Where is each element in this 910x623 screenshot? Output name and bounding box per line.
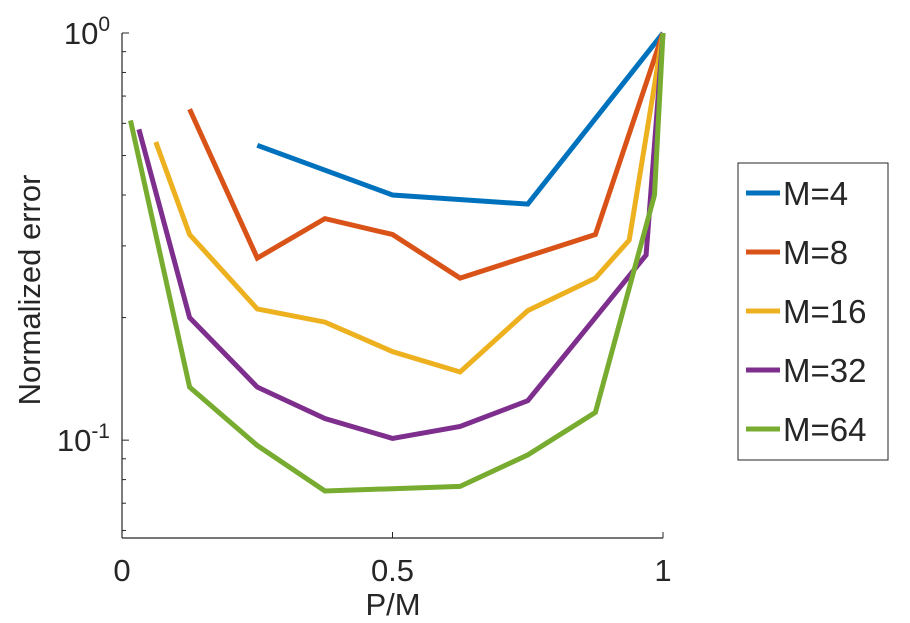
series-layer (128, 31, 666, 494)
legend-label: M=16 (783, 293, 866, 330)
legend-label: M=32 (783, 352, 866, 389)
x-tick-label: 1 (654, 553, 671, 588)
tick-labels: 0 0.5 1 10-1 100 (57, 13, 672, 588)
legend: M=4 M=8 M=16 M=32 M=64 (737, 162, 889, 461)
legend-label: M=8 (783, 234, 848, 271)
y-axis-title: Normalized error (12, 175, 47, 406)
legend-label: M=64 (783, 411, 866, 448)
series-line-m-32 (136, 32, 666, 441)
series-line-m-8 (187, 32, 666, 281)
y-tick-label: 100 (64, 13, 110, 51)
x-axis-title: P/M (365, 587, 420, 622)
x-tick-label: 0 (113, 553, 130, 588)
series-line-m-16 (153, 32, 666, 375)
y-tick-label: 10-1 (57, 420, 110, 458)
axes (121, 32, 664, 539)
legend-label: M=4 (783, 175, 848, 212)
x-tick-label: 0.5 (371, 553, 414, 588)
series-line-m-64 (128, 32, 666, 494)
series-line-m-4 (256, 31, 665, 207)
